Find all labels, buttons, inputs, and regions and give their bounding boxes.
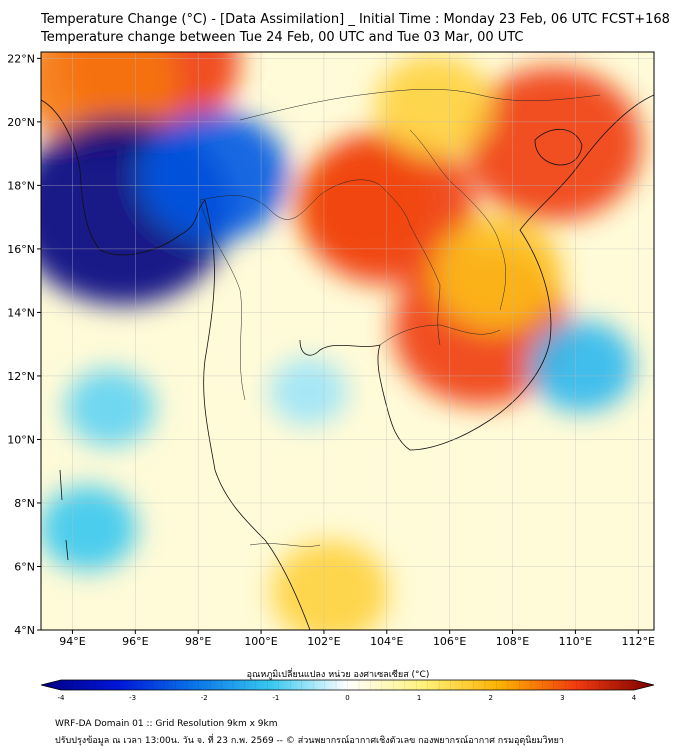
province-borders <box>199 88 601 547</box>
lon-tick-label: 108°E <box>496 635 529 648</box>
border-cambodia <box>379 324 501 346</box>
colorbar-tick-label: 4 <box>632 694 637 702</box>
lon-tick-label: 98°E <box>185 635 211 648</box>
lat-tick-label: 6°N <box>14 560 35 573</box>
field-warm-vietnam-coast <box>432 218 562 331</box>
field-cold-myanmar-central <box>139 110 289 241</box>
field-warm-northeast <box>375 54 493 158</box>
lat-tick-label: 16°N <box>7 243 35 256</box>
field-cold-sea-east <box>528 320 635 413</box>
lon-tick-label: 96°E <box>122 635 148 648</box>
border-malaysia <box>249 543 321 547</box>
field-cold-andaman-mid <box>65 368 155 447</box>
colorbar-tick-label: 1 <box>417 694 421 702</box>
lon-tick-label: 104°E <box>370 635 403 648</box>
colorbar-label: อุณหภูมิเปลี่ยนแปลง หน่วย องศาเซลเซียส (… <box>246 670 430 680</box>
colorbar <box>40 679 655 691</box>
lat-tick-label: 12°N <box>7 370 35 383</box>
colorbar-tick-label: -2 <box>201 694 208 702</box>
coastline-hainan <box>534 128 583 166</box>
colorbar-tick-label: -4 <box>58 694 66 702</box>
field-cold-andaman-south <box>41 485 137 571</box>
lon-tick-label: 112°E <box>622 635 655 648</box>
colorbar-tick-label: -3 <box>129 694 136 702</box>
coastline-andaman-islands <box>59 469 69 561</box>
temperature-field <box>41 52 642 630</box>
lon-tick-label: 100°E <box>244 635 277 648</box>
coastline-mainland-east <box>377 94 654 451</box>
colorbar-body <box>40 679 655 691</box>
footer-credit: ปรับปรุงข้อมูล ณ เวลา 13:00น. วัน จ. ที่… <box>55 736 564 746</box>
lat-tick-label: 10°N <box>7 433 35 446</box>
colorbar-ticks: -4 -3 -2 -1 0 1 2 3 4 <box>58 680 637 702</box>
field-warm-hainan <box>464 67 642 222</box>
lon-tick-label: 106°E <box>433 635 466 648</box>
colorbar-tick-label: -1 <box>272 694 279 702</box>
lon-tick-label: 94°E <box>59 635 85 648</box>
field-warm-south-thailand <box>271 540 389 630</box>
lat-tick-label: 4°N <box>14 624 35 637</box>
colorbar-tick-label: 3 <box>560 694 564 702</box>
field-cold-gulf-thailand <box>269 358 348 426</box>
lat-tick-label: 22°N <box>7 52 35 65</box>
graticule <box>41 52 654 630</box>
plot-frame <box>40 51 655 631</box>
chart-subtitle: Temperature change between Tue 24 Feb, 0… <box>41 30 524 45</box>
lat-tick-label: 8°N <box>14 497 35 510</box>
longitude-axis: 94°E 96°E 98°E 100°E 102°E 104°E 106°E 108°E 110… <box>59 630 655 648</box>
border-thailand-north <box>199 179 381 220</box>
colorbar-tick-label: 2 <box>489 694 493 702</box>
lat-tick-label: 18°N <box>7 179 35 192</box>
plot-area <box>41 52 654 630</box>
lat-tick-label: 20°N <box>7 116 35 129</box>
coastline-gulf <box>299 339 381 356</box>
border-vietnam-laos <box>409 129 507 311</box>
border-myanmar-thailand <box>199 199 246 401</box>
latitude-axis: 22°N 20°N 18°N 16°N 14°N 12°N 10°N 8°N 6°N 4°N <box>7 52 41 637</box>
lon-tick-label: 102°E <box>307 635 340 648</box>
lat-tick-label: 14°N <box>7 306 35 319</box>
footer-model-info: WRF-DA Domain 01 :: Grid Resolution 9km … <box>55 719 278 729</box>
lon-tick-label: 110°E <box>559 635 592 648</box>
border-laos-thailand <box>379 184 441 346</box>
colorbar-tick-label: 0 <box>345 694 349 702</box>
border-china <box>239 88 601 121</box>
chart-title: Temperature Change (°C) - [Data Assimila… <box>41 12 670 27</box>
